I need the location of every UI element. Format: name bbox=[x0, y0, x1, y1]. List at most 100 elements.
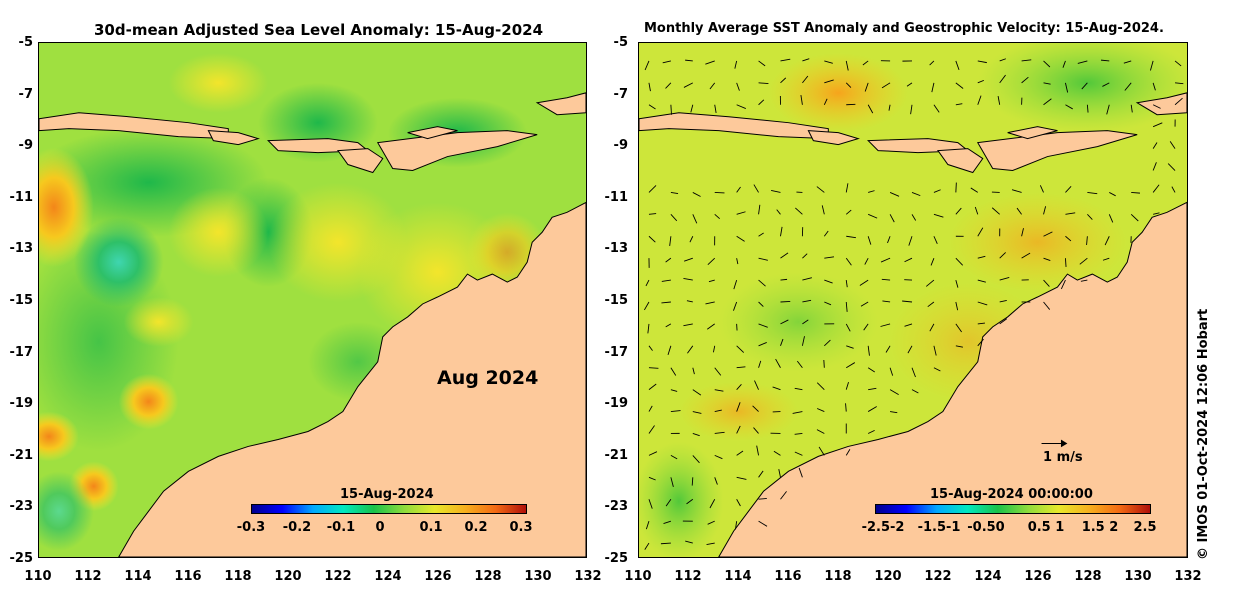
velocity-vector bbox=[1079, 257, 1088, 265]
velocity-vector bbox=[881, 278, 891, 281]
velocity-vector bbox=[714, 213, 721, 220]
velocity-vector bbox=[867, 104, 874, 114]
lon-tick-left: 118 bbox=[224, 569, 252, 584]
velocity-vector bbox=[890, 411, 898, 414]
lat-tick-right: -21 bbox=[604, 448, 629, 463]
velocity-vector bbox=[714, 367, 722, 376]
velocity-vector bbox=[802, 75, 809, 84]
lon-tick-left: 116 bbox=[174, 569, 202, 584]
velocity-vector bbox=[880, 257, 891, 263]
velocity-vector bbox=[1087, 191, 1098, 195]
velocity-vector bbox=[818, 446, 825, 456]
velocity-vector bbox=[910, 104, 913, 115]
velocity-vector bbox=[845, 301, 848, 312]
velocity-vector bbox=[845, 183, 849, 193]
velocity-vector bbox=[911, 389, 919, 394]
velocity-vector bbox=[648, 345, 653, 351]
lat-tick-left: -17 bbox=[9, 345, 34, 360]
velocity-vector bbox=[955, 345, 964, 348]
velocity-vector bbox=[927, 301, 935, 308]
velocity-vector bbox=[859, 279, 869, 286]
velocity-vector bbox=[648, 425, 655, 434]
velocity-vector bbox=[1174, 82, 1184, 85]
velocity-vector bbox=[780, 338, 784, 346]
right-colorbar-tick: -2.5-2 bbox=[861, 520, 905, 535]
right-colorbar-tick: 2.5 bbox=[1133, 520, 1157, 535]
velocity-vector bbox=[778, 469, 781, 478]
velocity-vector bbox=[824, 279, 833, 284]
velocity-vector bbox=[889, 214, 895, 223]
lon-tick-right: 110 bbox=[624, 569, 652, 584]
velocity-vector bbox=[1086, 104, 1089, 113]
velocity-vector bbox=[1043, 301, 1051, 310]
velocity-vector bbox=[692, 433, 700, 437]
velocity-vector bbox=[648, 185, 657, 193]
velocity-vector bbox=[665, 82, 672, 89]
velocity-vector bbox=[690, 104, 694, 113]
right-map-title: Monthly Average SST Anomaly and Geostrop… bbox=[644, 21, 1164, 36]
velocity-vector bbox=[714, 477, 718, 485]
velocity-vector bbox=[955, 103, 963, 106]
velocity-vector bbox=[758, 520, 768, 527]
velocity-vector bbox=[648, 235, 656, 243]
velocity-vector bbox=[955, 323, 962, 333]
velocity-vector bbox=[714, 104, 717, 114]
velocity-vector bbox=[665, 498, 672, 507]
velocity-vector bbox=[736, 104, 746, 109]
velocity-vector bbox=[845, 448, 851, 456]
velocity-vector bbox=[1043, 60, 1051, 68]
lon-tick-left: 122 bbox=[324, 569, 352, 584]
velocity-vector bbox=[780, 226, 783, 237]
lat-tick-right: -7 bbox=[613, 87, 628, 102]
velocity-vector bbox=[662, 60, 671, 64]
velocity-vector bbox=[692, 367, 695, 375]
velocity-vector bbox=[867, 345, 870, 356]
velocity-vector bbox=[780, 252, 789, 259]
velocity-vector bbox=[974, 206, 979, 215]
velocity-vector bbox=[1043, 279, 1050, 287]
velocity-vector bbox=[816, 408, 825, 412]
velocity-vector bbox=[686, 498, 694, 505]
velocity-vector bbox=[997, 96, 1001, 105]
right-colorbar-tick: -1.5-1 bbox=[917, 520, 961, 535]
left-colorbar-tick: -0.2 bbox=[282, 520, 312, 535]
velocity-vector bbox=[845, 209, 852, 215]
velocity-vector bbox=[648, 451, 658, 456]
velocity-vector bbox=[991, 207, 1000, 215]
velocity-vector bbox=[1064, 258, 1067, 267]
velocity-vector bbox=[1021, 252, 1031, 259]
left-colorbar-tick: -0.3 bbox=[236, 520, 266, 535]
velocity-vector bbox=[1104, 236, 1110, 246]
lon-tick-left: 132 bbox=[574, 569, 602, 584]
velocity-vector bbox=[780, 491, 787, 500]
velocity-vector bbox=[824, 256, 835, 259]
velocity-vector bbox=[663, 520, 672, 524]
velocity-vector bbox=[645, 279, 650, 287]
left-map-title: 30d-mean Adjusted Sea Level Anomaly: 15-… bbox=[94, 21, 544, 39]
velocity-vector bbox=[758, 360, 762, 368]
velocity-vector bbox=[864, 82, 869, 92]
velocity-vector bbox=[867, 367, 875, 373]
velocity-vector bbox=[1077, 60, 1088, 64]
velocity-vector bbox=[1011, 189, 1022, 193]
velocity-vector bbox=[885, 345, 891, 353]
velocity-vector bbox=[736, 345, 745, 353]
lon-tick-left: 110 bbox=[24, 569, 52, 584]
velocity-vector bbox=[707, 257, 716, 266]
velocity-vector bbox=[753, 184, 759, 193]
velocity-vector bbox=[867, 213, 878, 219]
velocity-vector bbox=[977, 95, 982, 105]
velocity-vector bbox=[758, 323, 768, 328]
velocity-vector bbox=[670, 389, 678, 392]
velocity-vector bbox=[955, 257, 964, 266]
lat-tick-right: -23 bbox=[604, 499, 629, 514]
velocity-vector bbox=[686, 300, 693, 303]
velocity-vector bbox=[706, 542, 715, 545]
velocity-vector bbox=[889, 389, 899, 396]
velocity-vector bbox=[931, 82, 935, 93]
velocity-vector bbox=[1174, 97, 1183, 106]
velocity-vector bbox=[955, 60, 960, 71]
lon-tick-right: 124 bbox=[974, 569, 1002, 584]
velocity-vector bbox=[868, 387, 877, 391]
velocity-vector bbox=[1106, 104, 1110, 115]
